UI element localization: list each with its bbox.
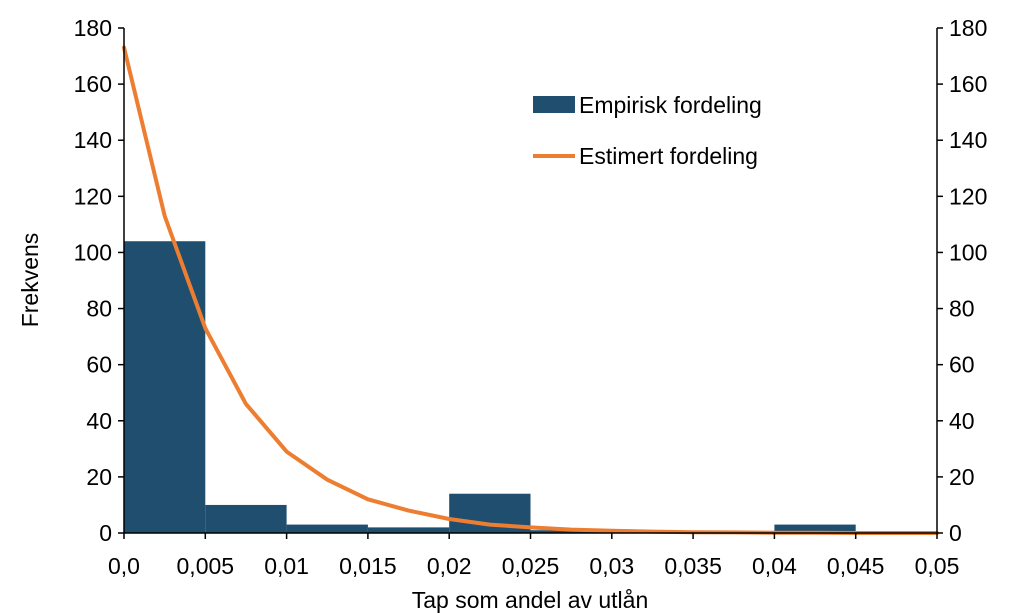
y-tick-label: 160 [74, 71, 112, 97]
histogram-bar [367, 527, 450, 533]
y2-tick-label: 160 [949, 71, 987, 97]
y-tick-label: 180 [74, 15, 112, 41]
ticks-layer: 0 0 20 20 40 40 60 60 80 80 100 100 120 120 140 140 160 1… [74, 15, 988, 579]
y2-tick-label: 40 [949, 408, 975, 434]
legend-swatch-empirical [533, 96, 575, 113]
y2-tick-label: 120 [949, 183, 987, 209]
y2-tick-label: 140 [949, 127, 987, 153]
histogram-bar [124, 241, 206, 533]
y2-tick-label: 60 [949, 352, 975, 378]
y2-tick-label: 80 [949, 296, 975, 322]
y-axis-title: Frekvens [17, 233, 43, 328]
y-tick-label: 0 [99, 520, 112, 546]
y-tick-label: 120 [74, 183, 112, 209]
y2-tick-label: 180 [949, 15, 987, 41]
histogram-bar [205, 504, 287, 533]
legend-label-empirical: Empirisk fordeling [579, 92, 762, 118]
legend-label-estimated: Estimert fordeling [579, 143, 758, 169]
x-tick-label: 0,015 [339, 553, 397, 579]
bars-layer [124, 241, 856, 533]
y-tick-label: 60 [86, 352, 112, 378]
y-tick-label: 100 [74, 239, 112, 265]
x-tick-label: 0,04 [752, 553, 797, 579]
x-tick-label: 0,035 [664, 553, 722, 579]
x-tick-label: 0,05 [915, 553, 960, 579]
histogram-bar [286, 524, 368, 533]
y-tick-label: 140 [74, 127, 112, 153]
x-axis-title: Tap som andel av utlån [412, 587, 649, 613]
legend: Empirisk fordeling Estimert fordeling [533, 92, 762, 169]
y-tick-label: 40 [86, 408, 112, 434]
x-tick-label: 0,025 [502, 553, 560, 579]
x-tick-label: 0,045 [827, 553, 885, 579]
axes-layer [123, 28, 938, 534]
y-tick-label: 20 [86, 464, 112, 490]
x-tick-label: 0,02 [427, 553, 472, 579]
x-tick-label: 0,03 [589, 553, 634, 579]
x-tick-label: 0,0 [108, 553, 140, 579]
y2-tick-label: 20 [949, 464, 975, 490]
line-layer [122, 45, 939, 535]
estimated-curve [122, 45, 939, 535]
y2-tick-label: 0 [949, 520, 962, 546]
x-tick-label: 0,005 [177, 553, 235, 579]
y-tick-label: 80 [86, 296, 112, 322]
y2-tick-label: 100 [949, 239, 987, 265]
histogram-bar [774, 524, 856, 533]
x-tick-label: 0,01 [264, 553, 309, 579]
